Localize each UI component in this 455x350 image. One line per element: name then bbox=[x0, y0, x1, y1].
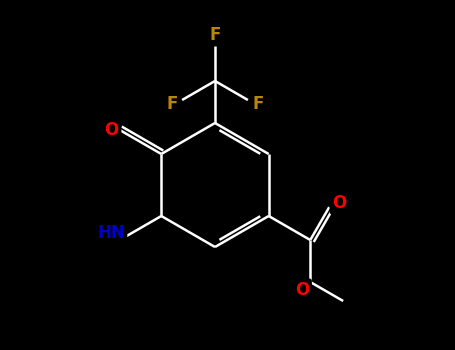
Text: F: F bbox=[167, 95, 178, 113]
Text: O: O bbox=[105, 121, 119, 139]
Text: F: F bbox=[209, 26, 221, 44]
Text: O: O bbox=[295, 281, 309, 299]
Text: HN: HN bbox=[97, 224, 125, 242]
Text: O: O bbox=[332, 194, 346, 212]
Text: F: F bbox=[252, 95, 263, 113]
